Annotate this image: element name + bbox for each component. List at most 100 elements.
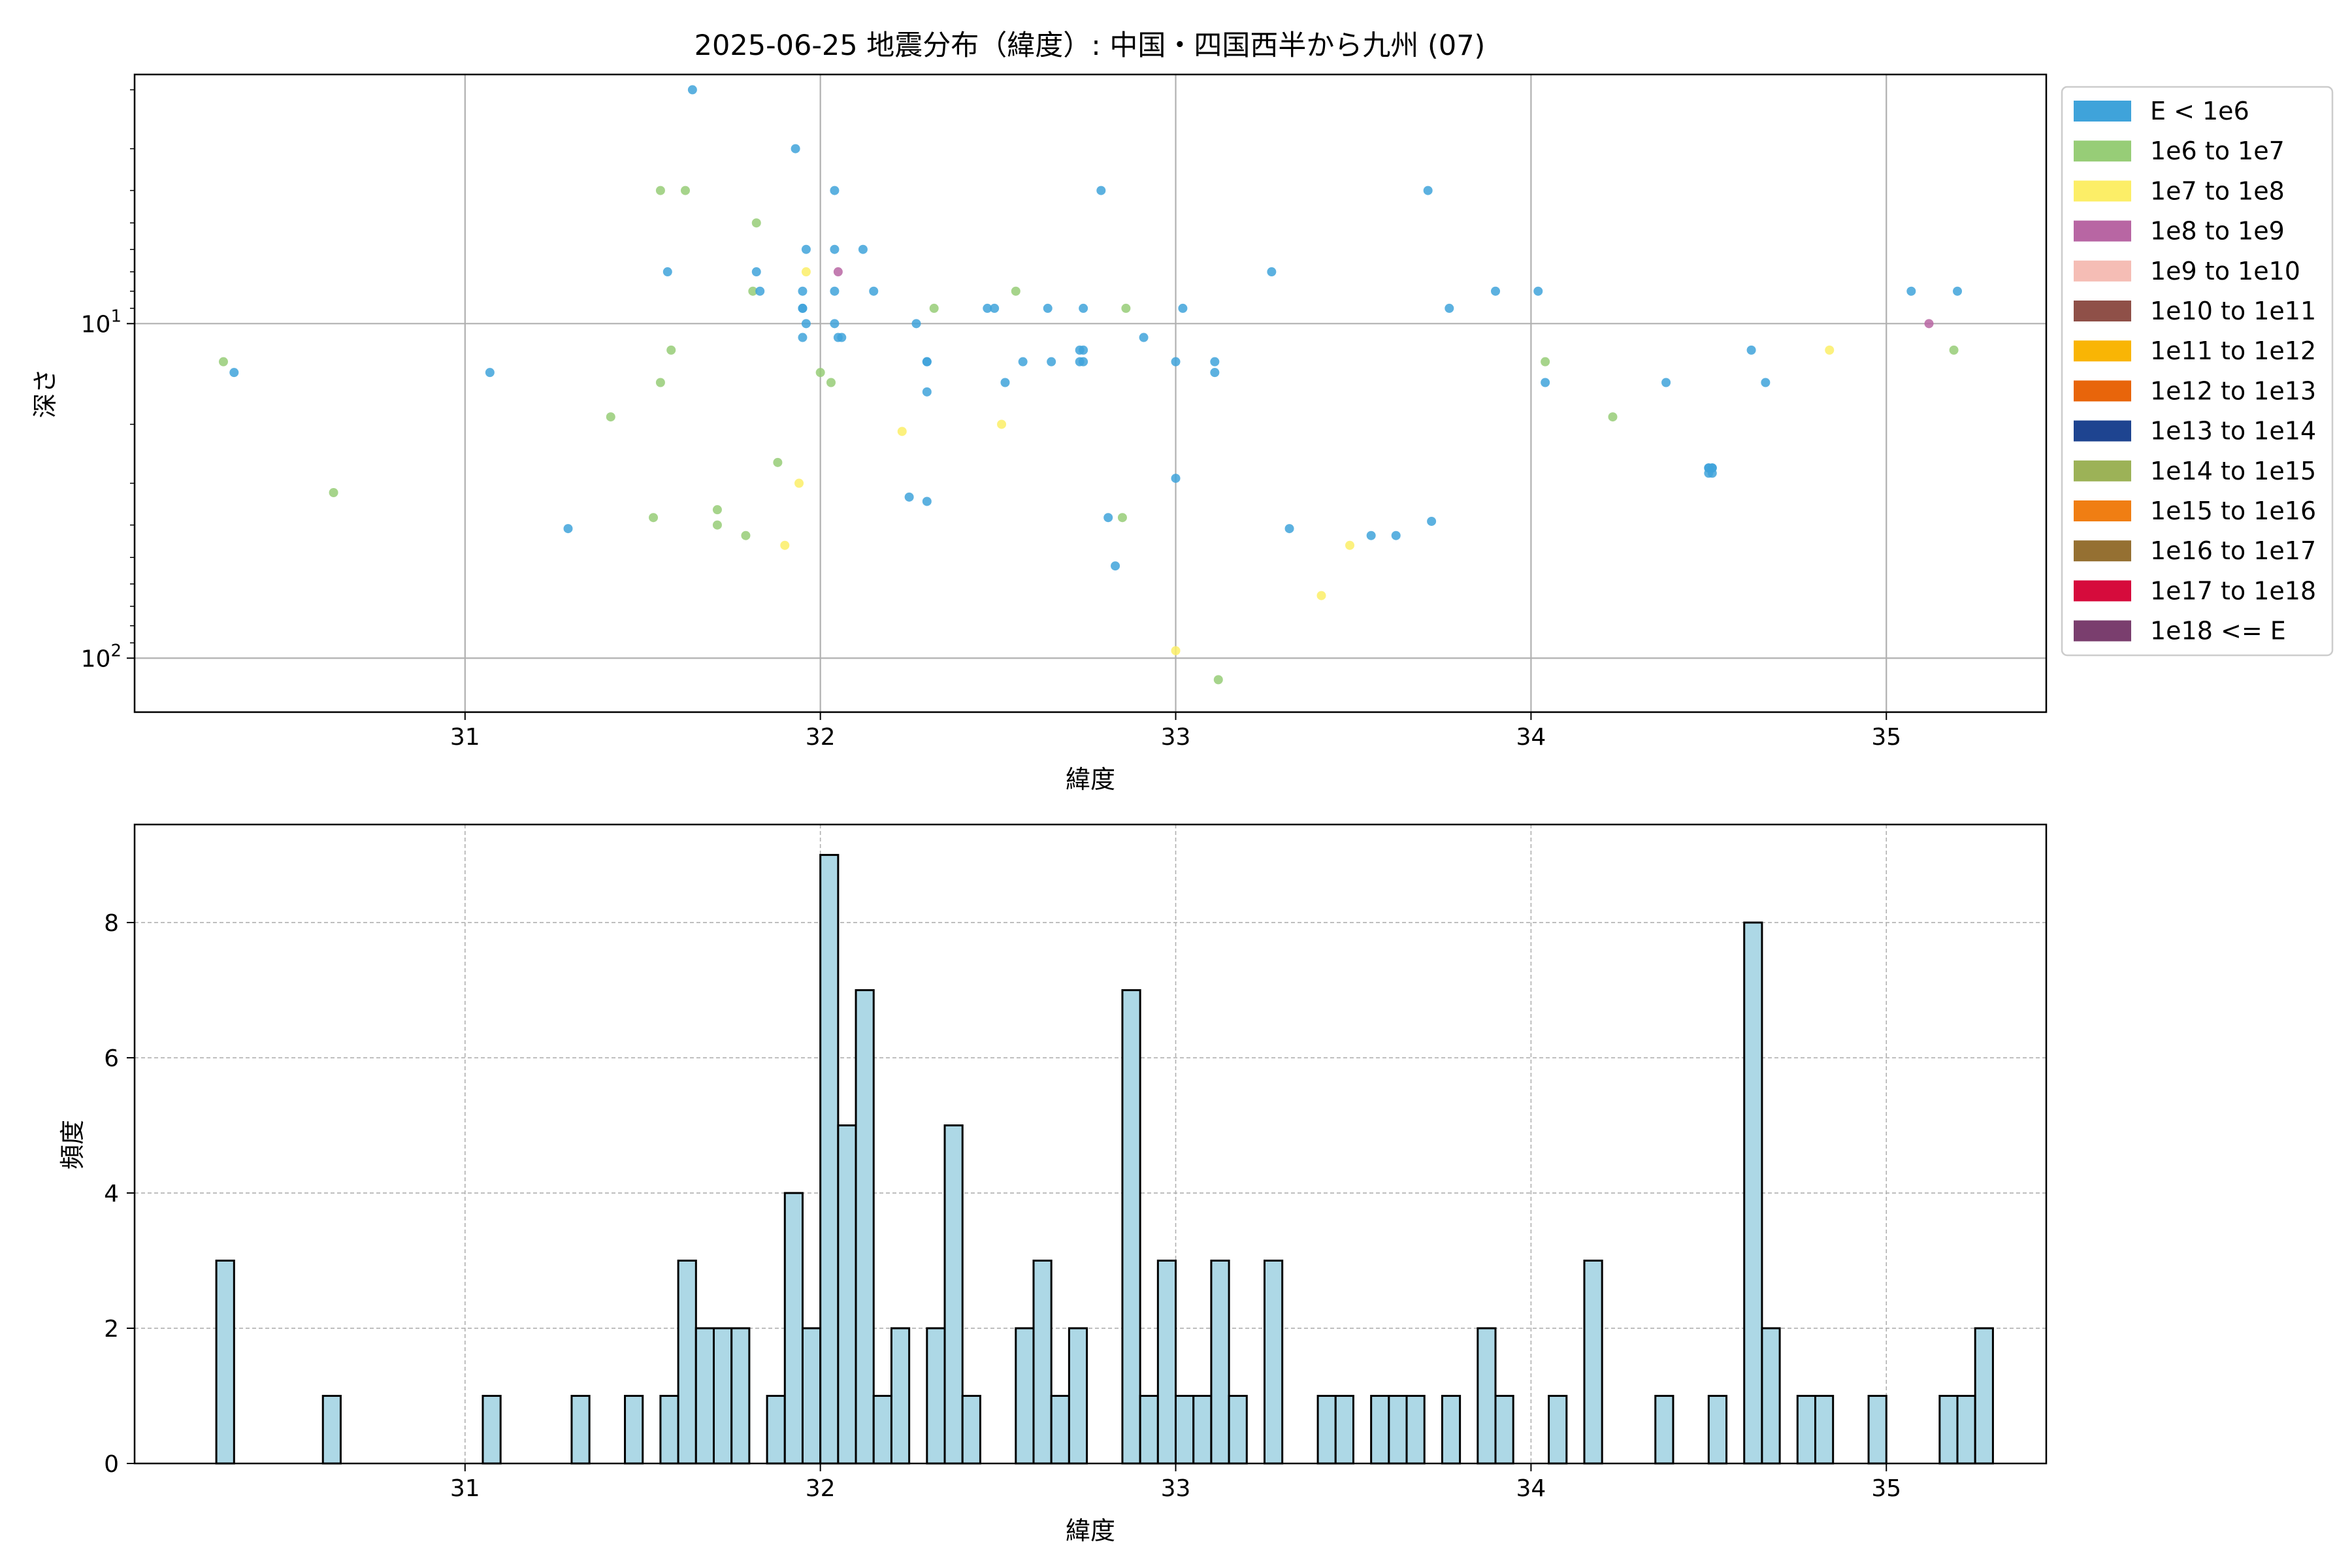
histogram-bar [1050,1395,1070,1465]
scatter-point [1491,286,1501,296]
scatter-point [563,524,573,534]
scatter-x-tick-label: 31 [450,724,480,751]
histogram-y-axis-label: 頻度 [58,1120,87,1169]
scatter-point [666,345,676,355]
scatter-point [922,357,932,367]
legend-label: 1e11 to 1e12 [2150,336,2316,365]
scatter-panel: 31 32 33 34 35 101 102 緯度 深さ [31,73,2048,794]
scatter-point [655,378,665,387]
scatter-point [773,457,783,467]
scatter-point [1533,286,1543,296]
scatter-point [815,368,825,378]
scatter-point [680,186,690,195]
scatter-ticks: 31 32 33 34 35 101 102 [81,89,1901,751]
histogram-x-axis-label: 緯度 [1066,1516,1115,1545]
histogram-bar [1192,1395,1213,1465]
scatter-point [606,412,615,422]
scatter-point [990,303,1000,313]
histogram-bar [713,1327,733,1465]
histogram-bar [783,1192,804,1465]
histogram-axes-frame [133,823,2048,1465]
scatter-point [801,267,811,277]
histogram-x-tick-label: 34 [1516,1475,1546,1502]
legend-label: 1e6 to 1e7 [2150,137,2285,165]
legend-swatch [2074,380,2131,402]
scatter-point [1171,357,1181,367]
histogram-bars [215,854,1994,1465]
scatter-point [1345,540,1355,550]
scatter-point [1761,378,1771,387]
histogram-bar [694,1327,715,1465]
histogram-bar [1156,1260,1177,1465]
legend-items: E < 1e6 1e6 to 1e7 1e7 to 1e8 1e8 to 1e9 1e9… [2074,97,2316,645]
scatter-point [755,286,765,296]
scatter-point [1704,463,1714,473]
scatter-point [1079,303,1088,313]
scatter-point [922,387,932,397]
scatter-point [1949,345,1959,355]
histogram-y-tick-label: 4 [104,1181,119,1207]
legend-swatch [2074,180,2131,202]
scatter-point [1111,561,1120,571]
scatter-point [1178,303,1188,313]
scatter-point [1096,186,1106,195]
scatter-point [1000,378,1010,387]
scatter-point [798,303,808,313]
scatter-point [1284,524,1294,534]
legend-swatch [2074,101,2131,122]
scatter-point [929,303,939,313]
histogram-bar [482,1395,502,1465]
histogram-bar [659,1395,679,1465]
histogram-bar [1334,1395,1354,1465]
scatter-grid [135,74,2046,712]
scatter-x-tick-label: 35 [1871,724,1901,751]
scatter-point [983,303,992,313]
histogram-bar [766,1395,786,1465]
scatter-point [869,286,879,296]
legend-swatch [2074,540,2131,562]
scatter-point [1121,303,1131,313]
histogram-bar [215,1260,235,1465]
histogram-bar [1228,1395,1248,1465]
scatter-point [1011,286,1021,296]
scatter-y-tick-label: 102 [81,641,122,672]
scatter-point [1924,319,1934,329]
legend-label: 1e8 to 1e9 [2150,217,2285,246]
histogram-bar [926,1327,946,1465]
scatter-point [1210,368,1220,378]
histogram-bar [677,1260,697,1465]
scatter-point [897,427,907,436]
histogram-bar [1477,1327,1497,1465]
scatter-point [1267,267,1277,277]
scatter-point [830,286,840,296]
legend-label: 1e9 to 1e10 [2150,257,2300,286]
histogram-bar [1139,1395,1159,1465]
scatter-point [1079,357,1088,367]
scatter-point [1445,303,1454,313]
histogram-bar [1583,1260,1603,1465]
scatter-point [1139,333,1149,342]
scatter-point [911,319,921,329]
histogram-bar [1956,1395,1976,1465]
scatter-point [229,368,239,378]
scatter-point [1746,345,1756,355]
legend-swatch [2074,460,2131,482]
scatter-y-axis-label: 深さ [31,368,59,418]
scatter-x-axis-label: 緯度 [1066,765,1115,794]
histogram-bar [961,1395,981,1465]
legend-swatch [2074,500,2131,521]
scatter-point [1171,645,1181,655]
legend-frame [2061,86,2334,657]
scatter-point [1079,345,1088,355]
histogram-bar [730,1327,751,1465]
histogram-bar [1388,1395,1408,1465]
histogram-bar [1761,1327,1781,1465]
histogram-bar [1867,1395,1887,1465]
scatter-point [741,531,751,540]
scatter-point [485,368,495,378]
scatter-point [833,267,843,277]
scatter-points [218,85,1963,685]
scatter-point [1953,286,1963,296]
scatter-point [1427,516,1437,526]
